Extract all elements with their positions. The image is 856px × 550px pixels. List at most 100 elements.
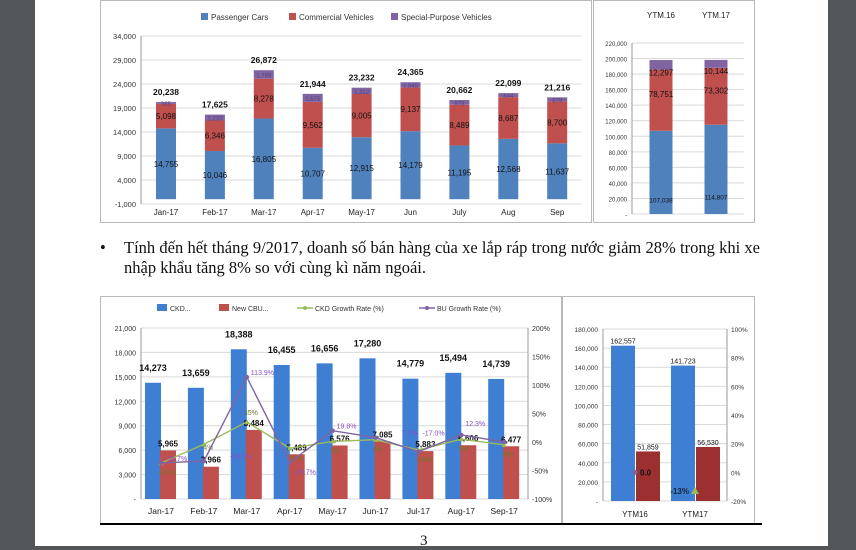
data-label: 14,179 xyxy=(398,161,423,170)
x-tick-label: Jan-17 xyxy=(154,208,179,217)
bar-segment-commercial-vehicles xyxy=(449,104,470,146)
data-label: 5,098 xyxy=(156,112,177,121)
y-tick-label: 20,000 xyxy=(609,197,628,203)
y2-tick-label: 200% xyxy=(532,326,550,333)
bar-segment-commercial-vehicles xyxy=(400,87,421,132)
y-tick-label: 180,000 xyxy=(575,327,599,334)
x-tick-label: Jul-17 xyxy=(407,506,430,516)
ckd-bar xyxy=(145,382,161,499)
ckd-growth-point xyxy=(244,419,250,425)
data-label: 73,302 xyxy=(704,86,729,95)
y-tick-label: 40,000 xyxy=(578,461,598,468)
bu-growth-point xyxy=(416,449,421,454)
y2-tick-label: 0% xyxy=(532,440,542,447)
bullet-text: Tính đến hết tháng 9/2017, doanh số bán … xyxy=(124,238,760,277)
x-tick-label: Mar-17 xyxy=(251,208,277,217)
y-tick-label: 40,000 xyxy=(609,182,628,188)
legend-label: Passenger Cars xyxy=(211,13,268,22)
bar-segment-commercial-vehicles xyxy=(302,101,323,148)
column-header: YTM.17 xyxy=(702,11,731,20)
y-tick-label: 9,000 xyxy=(118,424,136,431)
y-tick-label: 15,000 xyxy=(115,375,137,382)
ckd-bar xyxy=(488,378,505,499)
cbu-bar xyxy=(503,446,520,499)
x-tick-label: May-17 xyxy=(348,208,375,217)
y2-tick-label: 100% xyxy=(731,327,748,334)
total-label: 23,232 xyxy=(349,73,375,83)
data-label: 78,751 xyxy=(649,90,674,99)
data-label: 5,883 xyxy=(415,440,436,449)
y-tick-label: 4,000 xyxy=(117,176,136,185)
y-tick-label: 29,000 xyxy=(113,56,136,65)
bar-segment-passenger-cars xyxy=(449,145,470,200)
data-label: 6,346 xyxy=(205,132,226,141)
bar-segment xyxy=(704,67,728,125)
x-tick-label: Jan-17 xyxy=(148,506,174,516)
data-label: 8,278 xyxy=(254,95,275,104)
bar-segment xyxy=(649,69,673,131)
data-label: 56,530 xyxy=(697,440,719,447)
y-tick-label: 180,000 xyxy=(605,73,627,79)
y2-tick-label: 80% xyxy=(731,356,744,363)
ckd-growth-label: -4% xyxy=(201,444,213,451)
bar-segment-special-purpose-vehicles xyxy=(351,87,372,94)
y-tick-label: -1,000 xyxy=(115,200,136,209)
data-label: 8,484 xyxy=(244,419,265,428)
bu-growth-point xyxy=(287,460,292,465)
total-label: 21,216 xyxy=(544,82,570,92)
ckd-growth-label: 4% xyxy=(373,447,383,454)
legend-label: CKD... xyxy=(170,306,191,313)
data-label: 11,195 xyxy=(447,168,471,177)
ckd-growth-label: -14% xyxy=(415,457,431,464)
bu-growth-point xyxy=(244,374,250,380)
bar-segment-special-purpose-vehicles xyxy=(204,114,225,121)
data-label: 107,038 xyxy=(649,197,673,204)
data-label: 14,739 xyxy=(482,359,510,369)
ckd-cbu-monthly-chart: 21,000 18,000 15,000 12,000 9,000 6,000 3,000 -… xyxy=(100,296,562,525)
data-label: 162,557 xyxy=(610,339,635,346)
ckd-growth-point xyxy=(691,486,699,494)
bar-segment-passenger-cars xyxy=(302,147,323,200)
x-tick-label: YTM17 xyxy=(682,510,708,519)
ckd-cbu-ytm-chart: 180,000 160,000 140,000 120,000 100,000 80,00… xyxy=(562,296,755,525)
x-tick-label: Apr-17 xyxy=(277,506,303,516)
y-tick-label: 200,000 xyxy=(605,58,627,64)
y-tick-label: 80,000 xyxy=(609,151,628,157)
bar-segment xyxy=(649,130,673,214)
data-label: 51,859 xyxy=(637,444,659,451)
total-label: 22,099 xyxy=(495,78,521,88)
data-label: 978 xyxy=(454,101,465,107)
cbu-bar xyxy=(202,466,219,499)
data-label: 18,388 xyxy=(225,329,253,339)
ckd-bar xyxy=(230,349,247,499)
x-tick-label: Mar-17 xyxy=(233,506,260,516)
y-tick-label: 6,000 xyxy=(118,448,136,455)
data-label: 5,965 xyxy=(158,439,179,448)
total-label: 21,944 xyxy=(300,79,326,89)
x-tick-label: May-17 xyxy=(318,506,347,516)
bu-growth-label: 12.3% xyxy=(465,421,485,428)
ckd-growth-point xyxy=(330,438,336,444)
ckd-bar xyxy=(402,378,419,499)
ckd-growth-point xyxy=(501,442,507,447)
legend-marker-icon xyxy=(303,306,307,310)
data-label: 16,455 xyxy=(268,345,296,355)
bu-growth-label: -36.7% xyxy=(165,456,187,463)
y-tick-label: 20,000 xyxy=(578,480,598,487)
y-tick-label: 220,000 xyxy=(605,42,627,48)
legend-swatch-icon xyxy=(157,304,167,311)
ckd-growth-point xyxy=(287,445,293,451)
ckd-growth-label: 35% xyxy=(244,410,258,417)
legend-marker-icon xyxy=(425,306,429,310)
y2-tick-label: 40% xyxy=(731,413,744,420)
bu-growth-point xyxy=(632,469,638,475)
total-label: 20,662 xyxy=(446,85,472,95)
ckd-growth-label: 1% xyxy=(330,448,340,455)
bar-segment-special-purpose-vehicles xyxy=(547,97,568,102)
data-label: 1,049 xyxy=(403,84,419,90)
legend-swatch-icon xyxy=(391,13,398,20)
cbu-bar xyxy=(245,429,262,499)
y-tick-label: 21,000 xyxy=(115,326,137,333)
bu-growth-label: -33.5% xyxy=(230,454,252,461)
x-tick-label: Jun xyxy=(404,208,417,217)
